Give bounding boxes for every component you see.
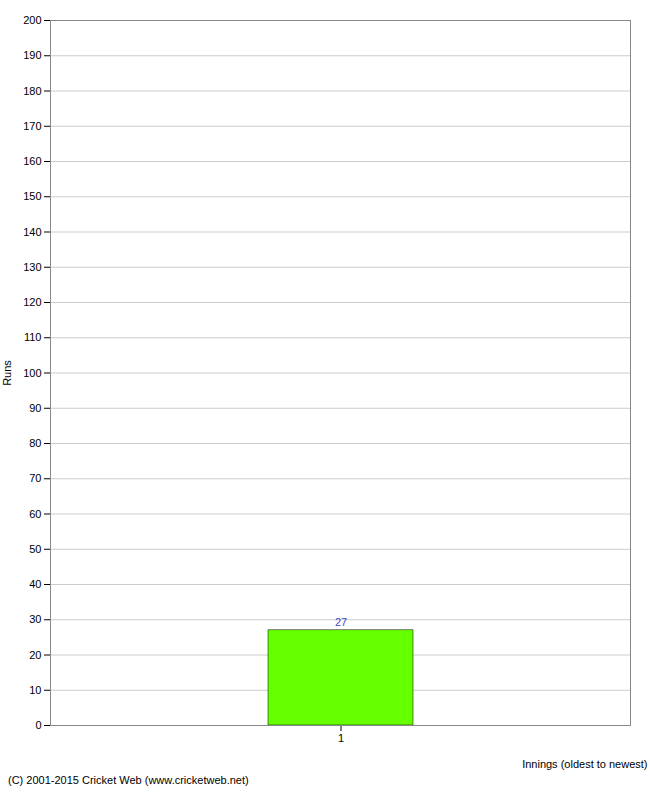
svg-text:Innings (oldest to newest): Innings (oldest to newest): [522, 758, 647, 770]
svg-text:Runs: Runs: [1, 360, 13, 386]
svg-text:50: 50: [29, 543, 41, 555]
svg-text:80: 80: [29, 437, 41, 449]
svg-text:70: 70: [29, 472, 41, 484]
svg-text:130: 130: [23, 261, 41, 273]
svg-text:170: 170: [23, 120, 41, 132]
svg-text:1: 1: [338, 732, 344, 744]
svg-text:190: 190: [23, 49, 41, 61]
svg-text:200: 200: [23, 14, 41, 26]
svg-text:60: 60: [29, 508, 41, 520]
svg-text:27: 27: [335, 616, 347, 628]
svg-text:40: 40: [29, 578, 41, 590]
svg-text:110: 110: [24, 331, 42, 343]
svg-text:10: 10: [29, 684, 41, 696]
svg-text:30: 30: [29, 613, 41, 625]
svg-text:100: 100: [23, 367, 41, 379]
svg-text:150: 150: [23, 190, 41, 202]
svg-text:120: 120: [23, 296, 41, 308]
html-text:(C) 2001-2015 Cricket Web (www: (C) 2001-2015 Cricket Web (www.cricketwe…: [8, 774, 249, 786]
svg-text:20: 20: [29, 649, 41, 661]
svg-text:180: 180: [23, 85, 41, 97]
svg-text:0: 0: [35, 719, 41, 731]
svg-text:160: 160: [23, 155, 41, 167]
svg-text:140: 140: [23, 226, 41, 238]
svg-text:90: 90: [29, 402, 41, 414]
